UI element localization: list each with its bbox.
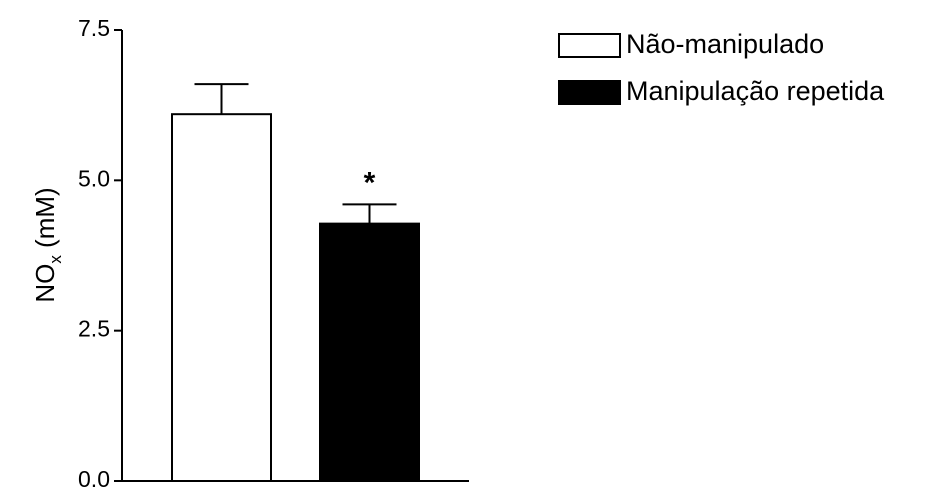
annotations: * [364, 166, 376, 199]
significance-marker: * [364, 166, 376, 199]
y-tick-label: 2.5 [78, 316, 110, 342]
y-tick-label: 7.5 [78, 15, 110, 41]
bar [171, 113, 272, 482]
y-tick-label: 5.0 [78, 165, 110, 191]
bar [319, 222, 420, 482]
legend-label: Manipulação repetida [626, 76, 885, 106]
y-axis-title: NOx (mM) [30, 187, 65, 302]
legend-swatch [558, 80, 621, 105]
bars [171, 83, 420, 482]
legend: Não-manipulado Manipulação repetida [558, 29, 885, 106]
legend-swatch [558, 33, 621, 58]
y-axis-title-unit: (mM) [30, 187, 60, 255]
legend-label: Não-manipulado [626, 29, 824, 59]
y-axis-title-main: NO [30, 264, 60, 303]
y-tick-label: 0.0 [78, 466, 110, 488]
y-axis-title-sub: x [46, 255, 65, 264]
y-axis: 0.0 2.5 5.0 7.5 [78, 15, 123, 488]
